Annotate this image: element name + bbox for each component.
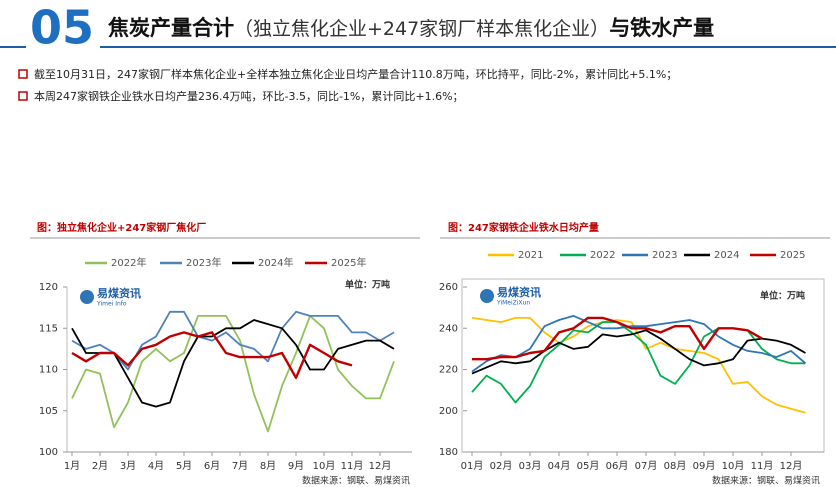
x-tick-label: 05月 bbox=[577, 460, 600, 472]
logo-icon bbox=[80, 290, 94, 304]
series-line bbox=[471, 329, 806, 375]
logo-icon bbox=[480, 289, 494, 303]
legend-label: 2023年 bbox=[186, 256, 221, 269]
x-tick-label: 10月 bbox=[313, 460, 336, 472]
bullet-icon bbox=[18, 69, 28, 79]
y-tick-label: 115 bbox=[39, 323, 58, 334]
chart-title: 图：独立焦化企业+247家钢厂焦化厂 bbox=[37, 221, 206, 234]
series-line bbox=[71, 331, 353, 379]
x-tick-label: 1月 bbox=[64, 460, 80, 472]
x-tick-label: 6月 bbox=[204, 460, 220, 472]
legend-label: 2022年 bbox=[111, 256, 146, 269]
y-tick-label: 105 bbox=[39, 406, 58, 417]
logo-sub: Yimei Info bbox=[96, 301, 127, 308]
legend-label: 2022 bbox=[590, 250, 615, 261]
y-tick-label: 220 bbox=[439, 365, 458, 376]
legend-label: 2021 bbox=[518, 250, 543, 261]
x-tick-label: 11月 bbox=[751, 460, 774, 472]
x-tick-label: 11月 bbox=[341, 460, 364, 472]
source-note: 数据来源：钢联、易煤资讯 bbox=[302, 475, 410, 487]
y-tick-label: 180 bbox=[439, 447, 458, 458]
y-tick-label: 260 bbox=[439, 282, 458, 293]
x-tick-label: 4月 bbox=[148, 460, 164, 472]
x-tick-label: 07月 bbox=[635, 460, 658, 472]
logo-sub: YiMeiZiXun bbox=[496, 300, 530, 307]
y-tick-label: 240 bbox=[439, 323, 458, 334]
x-tick-label: 8月 bbox=[260, 460, 276, 472]
source-note: 数据来源：钢联、易煤资讯 bbox=[712, 475, 820, 487]
x-tick-label: 02月 bbox=[490, 460, 513, 472]
x-tick-label: 04月 bbox=[548, 460, 571, 472]
x-tick-label: 2月 bbox=[92, 460, 108, 472]
unit-label: 单位：万吨 bbox=[760, 290, 805, 302]
x-tick-label: 01月 bbox=[461, 460, 484, 472]
y-tick-label: 120 bbox=[39, 282, 58, 293]
title-main: 焦炭产量合计 bbox=[107, 16, 234, 40]
series-line bbox=[472, 316, 763, 361]
legend-label: 2023 bbox=[652, 250, 677, 261]
series-line bbox=[71, 310, 395, 371]
legend-label: 2024年 bbox=[258, 256, 293, 269]
bullet: 本周247家钢铁企业铁水日均产量236.4万吨，环比-3.5，同比-1%，累计同… bbox=[34, 89, 464, 103]
y-tick-label: 200 bbox=[439, 406, 458, 417]
series-line bbox=[71, 319, 395, 408]
x-tick-label: 10月 bbox=[722, 460, 745, 472]
section-number: 05 bbox=[30, 1, 94, 55]
legend-label: 2025年 bbox=[331, 256, 366, 269]
x-tick-label: 12月 bbox=[780, 460, 803, 472]
x-tick-label: 3月 bbox=[120, 460, 136, 472]
header-title: 焦炭产量合计（独立焦化企业+247家钢厂样本焦化企业）与铁水产量 bbox=[107, 16, 714, 40]
x-tick-label: 9月 bbox=[288, 460, 304, 472]
title-paren: （独立焦化企业+247家钢厂样本焦化企业） bbox=[234, 18, 609, 40]
chart-title: 图：247家钢铁企业铁水日均产量 bbox=[448, 221, 599, 234]
series-line bbox=[471, 317, 806, 414]
x-tick-label: 12月 bbox=[369, 460, 392, 472]
unit-label: 单位：万吨 bbox=[345, 279, 390, 291]
x-tick-label: 06月 bbox=[606, 460, 629, 472]
x-tick-label: 09月 bbox=[693, 460, 716, 472]
x-tick-label: 5月 bbox=[176, 460, 192, 472]
x-tick-label: 03月 bbox=[519, 460, 542, 472]
x-tick-label: 08月 bbox=[664, 460, 687, 472]
logo-text: 易煤资讯 bbox=[497, 285, 541, 299]
y-tick-label: 110 bbox=[39, 365, 58, 376]
x-tick-label: 7月 bbox=[232, 460, 248, 472]
series-line bbox=[471, 315, 807, 373]
bullet-icon bbox=[18, 91, 28, 101]
logo-text: 易煤资讯 bbox=[97, 286, 141, 300]
series-line bbox=[71, 315, 395, 433]
title-end: 与铁水产量 bbox=[609, 16, 714, 40]
legend-label: 2024 bbox=[714, 250, 739, 261]
y-tick-label: 100 bbox=[39, 447, 58, 458]
legend-label: 2025 bbox=[780, 250, 805, 261]
bullet: 截至10月31日，247家钢厂样本焦化企业+全样本独立焦化企业日均产量合计110… bbox=[34, 67, 677, 81]
series-line bbox=[471, 321, 806, 404]
